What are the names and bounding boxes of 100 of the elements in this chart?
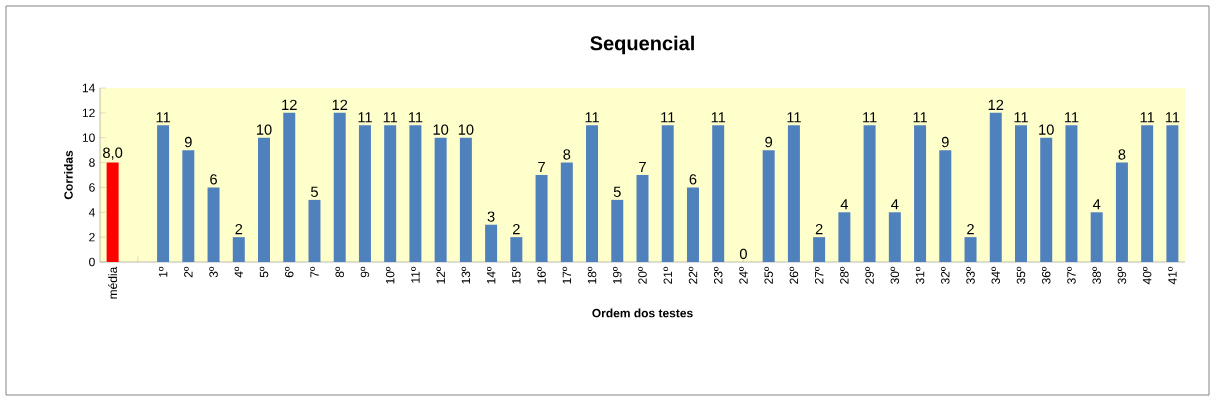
- x-tick-label: 9º: [360, 266, 370, 278]
- data-label: 11: [1140, 112, 1155, 123]
- bar: [787, 125, 800, 262]
- data-label: 2: [513, 223, 520, 235]
- bar: [409, 125, 422, 262]
- y-tick-label: 2: [89, 232, 95, 242]
- y-tick-label: 0: [89, 257, 95, 267]
- x-tick-label: 13º: [461, 266, 471, 284]
- bar: [157, 125, 170, 262]
- bar: [510, 237, 523, 262]
- bar: [712, 125, 725, 262]
- x-axis-title: Ordem dos testes: [592, 308, 693, 318]
- x-tick-label: 7º: [310, 266, 319, 278]
- data-label: 11: [1014, 112, 1028, 123]
- x-tick-label: 2º: [184, 266, 193, 278]
- x-tick-label: 5º: [259, 266, 269, 278]
- bar: [762, 150, 775, 262]
- x-tick-label: 12º: [436, 266, 445, 284]
- x-tick-label: 22º: [688, 266, 698, 284]
- x-tick-label: 4º: [234, 266, 243, 278]
- data-label: 0: [739, 248, 747, 260]
- x-tick-label: 35º: [1016, 266, 1026, 284]
- data-label: 12: [332, 99, 348, 110]
- bar: [686, 187, 699, 262]
- data-label: 11: [408, 112, 423, 123]
- data-label: 11: [1064, 112, 1079, 123]
- x-tick-label: 31º: [915, 266, 925, 284]
- data-label: 12: [988, 99, 1004, 110]
- chart-title: Sequencial: [590, 35, 694, 55]
- y-tick-label: 8: [89, 158, 95, 167]
- bar: [434, 137, 447, 262]
- data-label: 11: [358, 112, 372, 123]
- bar: [888, 212, 901, 262]
- x-tick-label: média: [108, 266, 118, 299]
- data-label: 3: [487, 211, 495, 222]
- bar: [1014, 125, 1027, 262]
- data-label: 8: [1118, 149, 1126, 160]
- bar: [989, 112, 1002, 262]
- x-tick-label: 24º: [739, 266, 748, 284]
- bar: [611, 199, 624, 262]
- x-tick-label: 27º: [814, 266, 824, 284]
- data-label: 6: [689, 174, 697, 185]
- y-tick-label: 4: [88, 208, 95, 217]
- bar: [333, 112, 346, 262]
- data-label: 10: [1039, 124, 1054, 135]
- y-tick-label: 12: [82, 108, 95, 118]
- data-label: 4: [1092, 199, 1101, 210]
- x-tick-label: 26º: [789, 266, 799, 284]
- bar: [661, 125, 674, 262]
- bar: [535, 175, 548, 262]
- x-tick-label: 41º: [1168, 266, 1177, 285]
- bar: [308, 199, 321, 262]
- data-label: 8: [563, 149, 571, 160]
- data-label: 11: [661, 112, 675, 123]
- data-label: 5: [310, 186, 318, 197]
- data-label: 10: [458, 124, 474, 135]
- data-label: 11: [711, 112, 726, 123]
- data-label: 11: [913, 112, 927, 123]
- x-tick-label: 25º: [764, 266, 773, 284]
- bar: [106, 162, 119, 262]
- x-tick-label: 39º: [1117, 266, 1127, 284]
- data-label: 2: [235, 223, 243, 235]
- bar: [1115, 162, 1128, 262]
- x-tick-label: 28º: [840, 266, 849, 284]
- data-label: 11: [863, 112, 877, 123]
- x-tick-label: 17º: [562, 266, 571, 284]
- bar: [1090, 212, 1103, 262]
- x-tick-label: 3º: [209, 266, 218, 278]
- x-tick-label: 6º: [285, 266, 294, 278]
- data-label: 5: [613, 186, 621, 197]
- x-tick-label: 8º: [335, 266, 344, 278]
- x-tick-label: 37º: [1067, 266, 1076, 284]
- bar: [207, 187, 220, 262]
- bar: [1166, 125, 1179, 262]
- x-tick-label: 36º: [1041, 266, 1051, 284]
- bar: [964, 237, 977, 262]
- x-tick-label: 1º: [158, 266, 168, 277]
- y-tick-label: 14: [82, 83, 95, 93]
- x-tick-label: 34º: [991, 266, 1001, 284]
- bar: [914, 125, 927, 262]
- x-tick-label: 29º: [865, 266, 874, 284]
- bar: [182, 150, 195, 262]
- bar: [1065, 125, 1078, 262]
- x-tick-label: 30º: [890, 266, 900, 284]
- bar: [258, 137, 271, 262]
- data-label: 2: [967, 223, 974, 235]
- bar: [1141, 125, 1154, 262]
- data-label: 8,0: [103, 147, 123, 160]
- data-label: 10: [433, 124, 449, 135]
- bar: [358, 125, 371, 262]
- bar: [813, 237, 826, 262]
- data-label: 6: [210, 174, 217, 185]
- x-tick-label: 32º: [941, 266, 950, 284]
- x-tick-label: 33º: [966, 266, 975, 284]
- x-tick-label: 10º: [385, 266, 395, 284]
- bar: [636, 175, 649, 262]
- data-label: 4: [891, 199, 899, 210]
- data-label: 11: [156, 112, 170, 123]
- data-label: 4: [840, 199, 848, 210]
- bar: [384, 125, 397, 262]
